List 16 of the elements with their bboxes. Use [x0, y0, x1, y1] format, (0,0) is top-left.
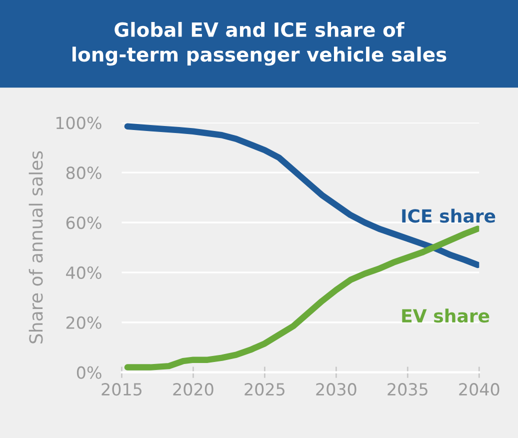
y-axis-title: Share of annual sales — [28, 151, 43, 344]
y-tick-label: 20% — [66, 316, 102, 329]
y-tick-label: 0% — [76, 366, 102, 379]
y-tick-label: 100% — [56, 116, 102, 130]
text: EV share — [402, 308, 490, 323]
y-tick-label: 60% — [66, 216, 102, 230]
series-label: ICE share — [402, 208, 496, 223]
y-tick-label: 40% — [66, 266, 102, 280]
y-tick-label: 80% — [66, 166, 102, 180]
x-tick-label: 2015 — [102, 383, 142, 396]
chart-title: Global EV and ICE share of long-term passenger vehicle sales — [72, 22, 446, 66]
x-tick-label: 2040 — [459, 383, 500, 396]
x-tick-label: 2020 — [173, 383, 214, 396]
x-tick-label: 2035 — [388, 383, 428, 396]
x-tick-label: 2030 — [316, 383, 356, 396]
x-tick-label: 2025 — [244, 383, 284, 396]
